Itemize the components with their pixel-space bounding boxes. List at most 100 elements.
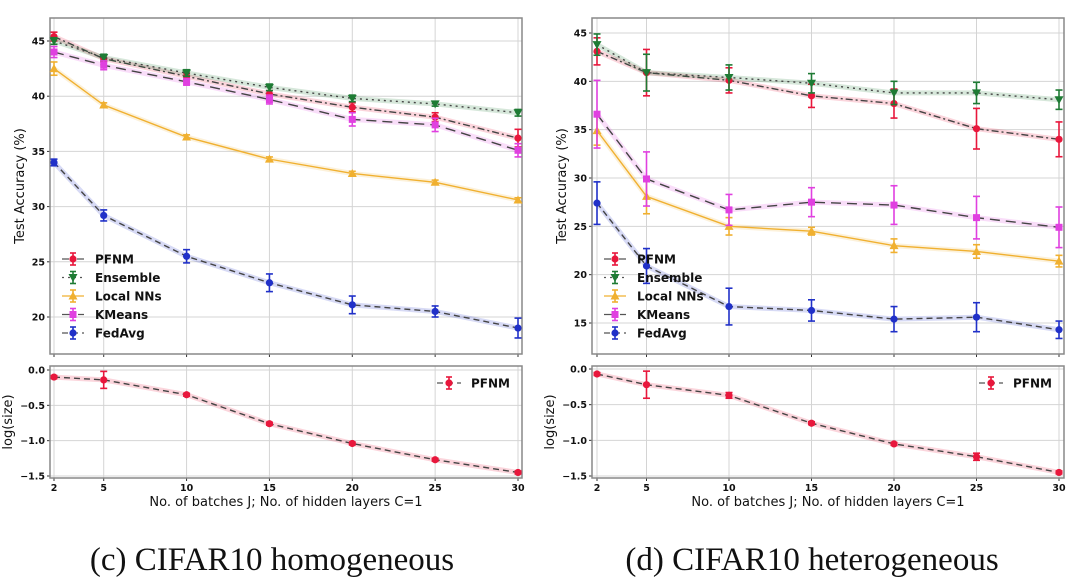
data-point-triangle-up xyxy=(68,291,78,300)
legend-label: Ensemble xyxy=(95,271,160,285)
data-point-triangle-down xyxy=(347,94,357,103)
y-tick-label: 30 xyxy=(574,174,588,185)
data-point-circle xyxy=(50,373,58,381)
x-tick-label: 5 xyxy=(100,483,107,494)
data-point-triangle-up xyxy=(182,132,192,141)
x-tick-label: 2 xyxy=(51,483,58,494)
chart-panel-1: 20 25 30 35 40 45 Test Accuracy (%) PFNM Ensembl… xyxy=(13,17,523,357)
legend-label: PFNM xyxy=(471,377,510,391)
legend-item: PFNM xyxy=(62,252,134,267)
data-point-plus xyxy=(973,214,980,222)
data-point-triangle-down xyxy=(182,69,192,78)
data-point-triangle-up xyxy=(347,168,357,177)
y-tick-label: −1.0 xyxy=(562,436,587,447)
x-tick-label: 30 xyxy=(511,483,525,494)
data-point-circle xyxy=(69,329,77,337)
data-point-plus xyxy=(1055,223,1063,231)
data-point-circle xyxy=(593,370,601,378)
data-point-circle xyxy=(514,324,522,332)
series-kmeans xyxy=(50,45,522,158)
series-pfnm xyxy=(593,370,1063,477)
legend: PFNM xyxy=(979,376,1052,391)
legend-label: PFNM xyxy=(95,253,134,267)
data-point-triangle-down xyxy=(1054,96,1064,105)
legend-label: Local NNs xyxy=(95,290,162,304)
series-fedavg xyxy=(593,181,1063,340)
y-tick-label: −1.0 xyxy=(20,436,45,447)
series-ensemble xyxy=(49,36,523,118)
legend-label: FedAvg xyxy=(95,327,145,341)
data-point-circle xyxy=(265,420,274,428)
data-point-triangle-down xyxy=(807,79,816,88)
y-tick-label: 20 xyxy=(32,313,46,324)
legend-item: Ensemble xyxy=(62,270,160,285)
x-axis-label: No. of batches J; No. of hidden layers C… xyxy=(149,495,422,510)
chart-panel-3: 15 20 25 30 35 40 45 Test Accuracy (%) PFNM Ensem… xyxy=(555,17,1065,357)
x-tick-label: 20 xyxy=(346,483,360,494)
data-point-circle xyxy=(265,279,274,287)
data-point-triangle-down xyxy=(610,274,620,282)
series-pfnm xyxy=(50,370,522,477)
x-tick-label: 25 xyxy=(970,483,983,494)
figure-caption: (c) CIFAR10 homogeneous xyxy=(90,542,454,578)
legend-item: Local NNs xyxy=(62,289,162,304)
data-point-circle xyxy=(1055,135,1063,143)
plot-frame xyxy=(49,365,523,479)
legend-item: FedAvg xyxy=(604,326,687,341)
data-point-triangle-down xyxy=(972,89,981,98)
legend-item: FedAvg xyxy=(62,326,145,341)
x-tick-label: 25 xyxy=(429,483,442,494)
data-point-circle xyxy=(593,199,601,207)
legend-label: FedAvg xyxy=(637,327,687,341)
plot-frame xyxy=(591,365,1065,479)
data-point-circle xyxy=(100,211,108,220)
data-point-plus xyxy=(100,61,108,69)
data-point-circle xyxy=(807,419,816,427)
y-tick-label: 20 xyxy=(574,270,588,281)
series-kmeans xyxy=(593,79,1063,249)
data-point-triangle-down xyxy=(513,109,523,118)
data-point-plus xyxy=(514,146,522,154)
data-point-triangle-up xyxy=(1054,256,1064,265)
legend-item: Local NNs xyxy=(604,289,704,304)
data-point-circle xyxy=(348,439,356,448)
y-tick-label: 35 xyxy=(32,147,45,158)
series-local-nns xyxy=(49,61,523,204)
data-point-triangle-up xyxy=(49,64,59,73)
data-point-triangle-up xyxy=(610,291,620,300)
y-axis-label: Test Accuracy (%) xyxy=(13,128,28,245)
y-axis-label: log(size) xyxy=(543,394,558,449)
y-axis-label: Test Accuracy (%) xyxy=(555,128,570,245)
y-tick-label: 35 xyxy=(574,125,587,136)
x-tick-label: 20 xyxy=(887,483,901,494)
x-tick-label: 5 xyxy=(643,483,650,494)
data-point-plus xyxy=(725,206,733,214)
data-point-circle xyxy=(182,252,191,260)
data-point-circle xyxy=(972,125,981,133)
data-point-plus xyxy=(50,48,58,56)
data-point-circle xyxy=(100,376,108,384)
legend-label: Local NNs xyxy=(637,290,704,304)
x-tick-label: 30 xyxy=(1052,483,1066,494)
data-point-circle xyxy=(348,103,356,111)
legend-item: PFNM xyxy=(604,252,676,267)
y-tick-label: −0.5 xyxy=(20,401,45,412)
series-fedavg xyxy=(50,158,522,339)
legend-label: KMeans xyxy=(637,308,690,322)
data-point-triangle-down xyxy=(592,41,602,50)
data-point-circle xyxy=(890,315,898,323)
data-point-triangle-up xyxy=(972,246,981,255)
data-point-circle xyxy=(611,329,619,337)
data-point-plus xyxy=(643,175,650,183)
data-point-circle xyxy=(890,440,898,448)
chart-panel-4: 2 5 10 15 20 25 300.0−0.5−1.0−1.5log(size)No. … xyxy=(543,365,1066,579)
y-tick-label: 0.0 xyxy=(28,366,45,377)
legend-item: Ensemble xyxy=(604,270,702,285)
y-tick-label: 45 xyxy=(574,29,587,40)
legend: PFNM xyxy=(437,376,510,391)
x-tick-label: 10 xyxy=(180,483,194,494)
y-tick-label: 0.0 xyxy=(570,365,587,376)
data-point-triangle-up xyxy=(513,195,523,204)
x-tick-label: 10 xyxy=(722,483,736,494)
data-point-triangle-up xyxy=(807,226,816,235)
